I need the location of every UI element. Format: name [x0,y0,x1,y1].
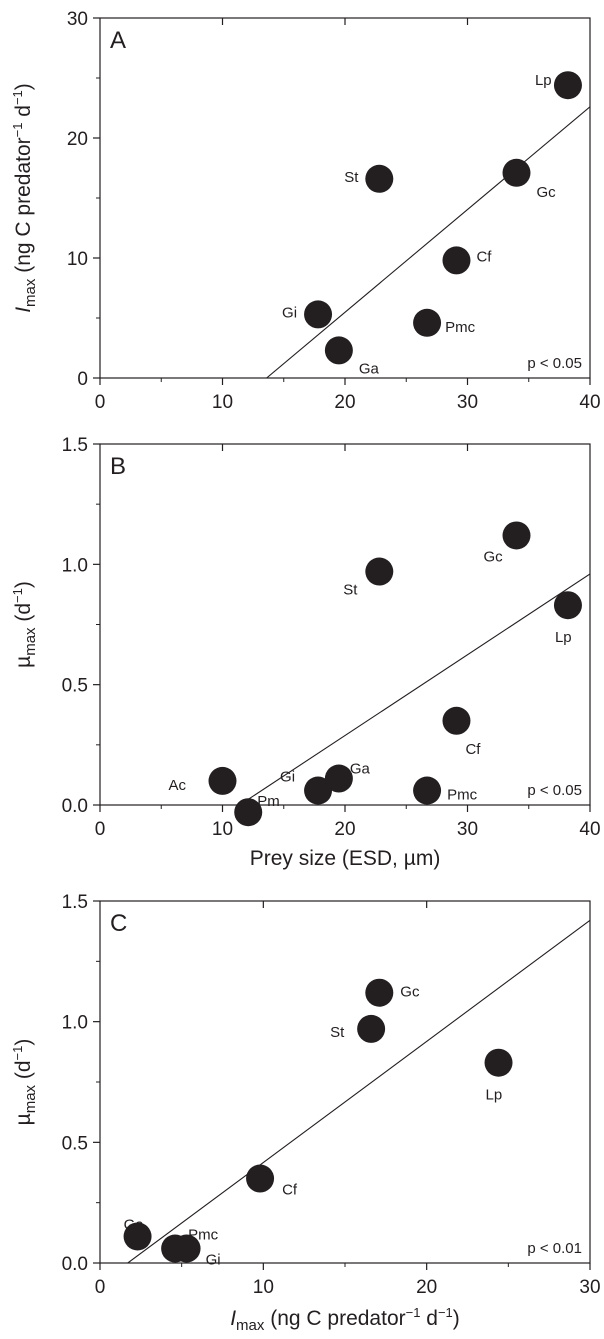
x-axis-label: Imax (ng C predator−1 d−1) [230,1305,460,1334]
y-tick-label: 0.0 [62,1254,88,1275]
point-label-st: St [330,1024,345,1041]
data-point-ga [123,1222,152,1251]
data-point-gc [502,158,531,187]
point-label-ga: Ga [350,761,371,778]
p-value-annotation: p < 0.05 [527,355,582,372]
data-point-cf [442,246,471,275]
y-tick-label: 20 [67,129,88,150]
point-label-ac: Ac [169,777,187,794]
y-tick-label: 1.5 [62,435,88,456]
x-tick-label: 10 [253,1277,274,1298]
x-tick-label: 0 [95,819,106,840]
data-point-ga [324,764,353,793]
point-label-lp: Lp [535,72,552,89]
data-point-ac [208,766,237,795]
x-tick-label: 0 [95,1277,106,1298]
point-label-ga: Ga [359,360,380,377]
x-tick-label: 40 [579,392,600,413]
data-point-pmc [413,776,442,805]
point-label-pmc: Pmc [447,787,478,804]
x-tick-label: 20 [334,392,355,413]
y-tick-label: 10 [67,249,88,270]
y-tick-label: 0 [77,369,88,390]
y-tick-label: 0.5 [62,1133,88,1154]
plot-frame [99,443,591,806]
data-point-pm [234,798,263,827]
data-point-st [365,557,394,586]
y-tick-label: 0.0 [62,796,88,817]
data-point-cf [442,706,471,735]
p-value-annotation: p < 0.05 [527,782,582,799]
point-label-gc: Gc [400,984,420,1001]
plot-frame [99,900,591,1264]
regression-line [239,573,590,805]
y-tick-label: 1.0 [62,1013,88,1034]
x-tick-label: 10 [212,819,233,840]
p-value-annotation: p < 0.01 [527,1240,582,1257]
point-label-cf: Cf [465,741,481,758]
point-label-pm: Pm [257,793,280,810]
data-point-gc [365,978,394,1007]
x-tick-label: 30 [457,392,478,413]
point-label-st: St [343,582,358,599]
panel-letter: A [110,27,126,54]
x-tick-label: 30 [579,1277,600,1298]
point-label-lp: Lp [486,1087,503,1104]
x-tick-label: 10 [212,392,233,413]
panel-letter: B [110,453,126,480]
data-point-st [365,164,394,193]
point-label-pmc: Pmc [445,319,476,336]
x-tick-label: 30 [457,819,478,840]
point-label-gi: Gi [282,304,297,321]
data-point-gi [304,776,333,805]
data-point-st [357,1014,386,1043]
regression-line [266,106,590,378]
data-point-gc [502,521,531,550]
x-tick-label: 0 [95,392,106,413]
point-label-gi: Gi [280,769,295,786]
regression-line [127,919,590,1263]
point-label-gi: Gi [206,1252,221,1269]
data-point-lp [484,1048,513,1077]
y-tick-label: 30 [67,9,88,30]
x-tick-label: 20 [416,1277,437,1298]
data-point-pmc [413,308,442,337]
point-label-gc: Gc [484,548,504,565]
point-label-lp: Lp [555,629,572,646]
panel-a: 0 10 20 30 40 0 10 20 30 A Lp St Gc Cf Gi Pmc Ga p < 0.05… [10,9,601,413]
y-axis-label: µmax (d−1) [10,581,39,668]
plot-frame [99,17,591,379]
panel-letter: C [110,910,127,937]
data-point-lp [553,591,582,620]
x-axis-label: Prey size (ESD, µm) [250,847,441,870]
x-tick-label: 40 [579,819,600,840]
x-tick-label: 20 [334,819,355,840]
data-point-gi [172,1234,201,1263]
y-tick-label: 1.5 [62,892,88,913]
y-axis-label: Imax (ng C predator−1 d−1) [10,83,39,313]
point-label-cf: Cf [476,248,492,265]
point-label-st: St [344,169,359,186]
y-tick-label: 0.5 [62,676,88,697]
y-tick-label: 1.0 [62,555,88,576]
data-point-ga [324,336,353,365]
point-label-cf: Cf [282,1182,298,1199]
data-point-cf [246,1164,275,1193]
data-point-gi [304,300,333,329]
y-axis-label: µmax (d−1) [10,1039,39,1126]
point-label-ga: Ga [124,1216,145,1233]
point-label-gc: Gc [537,184,557,201]
data-point-lp [553,71,582,100]
